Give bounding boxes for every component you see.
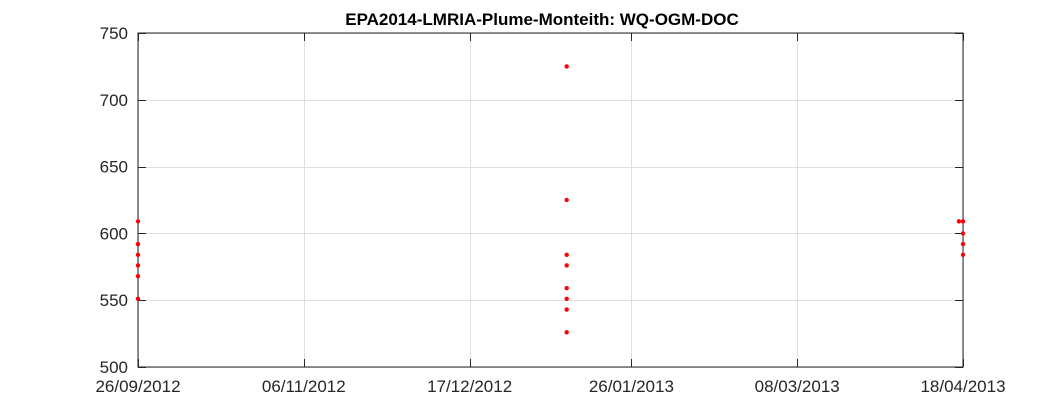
data-point [564,197,569,203]
data-point [960,252,966,257]
data-points [135,64,966,335]
data-point [135,263,141,268]
chart-title: EPA2014-LMRIA-Plume-Monteith: WQ-OGM-DOC [345,10,739,29]
plot-area-frame [137,32,964,368]
x-tick-label: 08/03/2013 [755,377,840,396]
data-point [564,307,569,312]
y-tick-label: 750 [100,24,128,43]
data-point [564,252,569,257]
y-tick-label: 600 [100,224,128,243]
data-point [564,263,569,268]
x-tick-label: 26/09/2012 [95,377,180,396]
y-tick-label: 650 [100,158,128,177]
data-point [135,241,141,247]
data-point [564,330,569,335]
data-point [135,219,141,224]
y-axis-tick-labels: 500 550 600 650 700 750 [100,24,128,377]
x-tick-label: 06/11/2012 [262,377,346,396]
x-tick-label: 18/04/2013 [920,377,1005,396]
data-point [564,296,569,302]
x-tick-label: 26/01/2013 [589,377,674,396]
x-axis-tick-labels: 26/09/2012 06/11/2012 17/12/2012 26/01/2013… [95,377,1005,396]
data-point [135,296,141,302]
data-point [135,273,141,279]
data-point [564,285,569,291]
y-tick-label: 500 [100,358,128,377]
data-point [135,252,141,257]
data-point [960,219,966,224]
data-point [960,231,966,236]
y-tick-label: 700 [100,91,128,110]
grid-lines [138,33,964,368]
data-point [956,219,962,224]
tick-marks [138,33,964,368]
x-tick-label: 17/12/2012 [427,377,512,396]
y-tick-label: 550 [100,291,128,310]
data-point [960,241,966,247]
data-point [564,64,569,69]
